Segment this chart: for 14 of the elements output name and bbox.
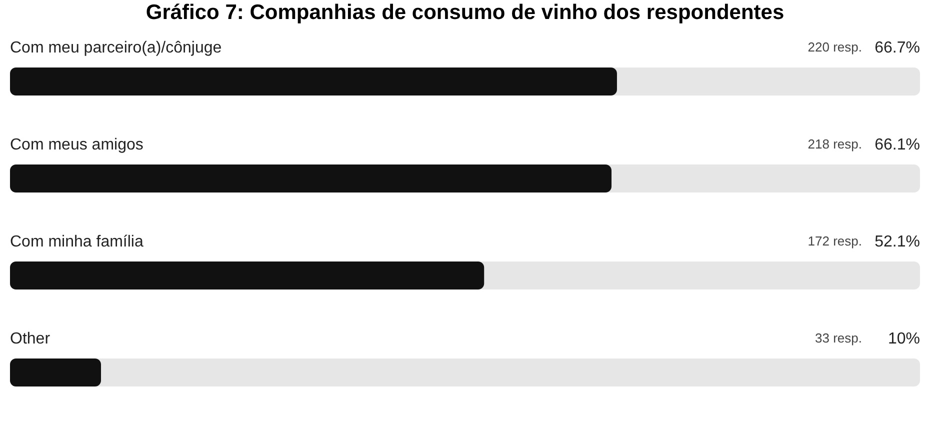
annotation: 220 resp. — [808, 40, 862, 54]
annotation: 218 resp. — [808, 136, 862, 152]
y-tick-label: Com meus amigos — [10, 136, 144, 154]
y-tick-label: Com minha família — [10, 234, 144, 250]
y-tick-label: Other — [10, 330, 51, 348]
bar — [10, 358, 101, 386]
data-label: 66.1% — [874, 136, 920, 154]
annotation: 33 resp. — [815, 330, 862, 346]
data-label: 10% — [888, 330, 920, 348]
annotation: 172 resp. — [808, 234, 862, 248]
data-label: 66.7% — [874, 40, 920, 56]
chart-title: Gráfico 7: Companhias de consumo de vinho dos respondentes — [146, 1, 784, 24]
data-label: 52.1% — [874, 234, 920, 250]
y-tick-label: Com meu parceiro(a)/cônjuge — [10, 40, 222, 56]
